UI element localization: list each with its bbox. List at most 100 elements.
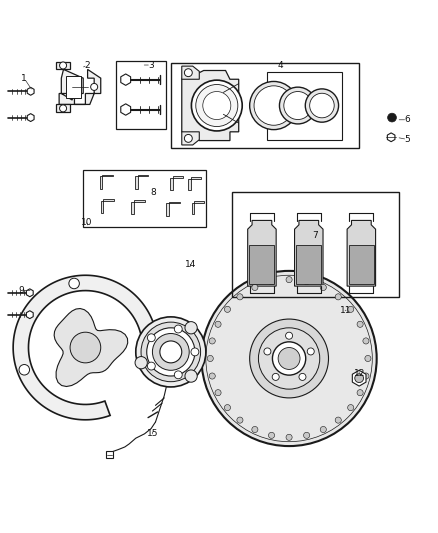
Bar	[116, 61, 166, 128]
Circle shape	[304, 432, 310, 439]
Circle shape	[304, 279, 310, 285]
Polygon shape	[106, 451, 113, 458]
Circle shape	[310, 93, 334, 118]
Circle shape	[224, 306, 230, 312]
Circle shape	[60, 105, 67, 112]
Circle shape	[237, 294, 243, 300]
Text: 4: 4	[278, 61, 283, 69]
Bar	[267, 72, 342, 140]
Circle shape	[320, 426, 326, 433]
Polygon shape	[27, 114, 34, 122]
Circle shape	[272, 342, 306, 375]
Circle shape	[209, 338, 215, 344]
Circle shape	[305, 89, 339, 122]
Bar	[83, 170, 206, 227]
Circle shape	[335, 294, 341, 300]
Circle shape	[320, 285, 326, 290]
Circle shape	[250, 319, 328, 398]
Circle shape	[348, 306, 354, 312]
Circle shape	[363, 373, 369, 379]
Circle shape	[184, 134, 192, 142]
Circle shape	[191, 80, 242, 131]
Text: 7: 7	[312, 231, 318, 240]
Circle shape	[357, 390, 363, 396]
Circle shape	[69, 278, 79, 289]
Polygon shape	[131, 200, 145, 214]
Circle shape	[91, 84, 98, 91]
Circle shape	[152, 334, 189, 370]
Circle shape	[174, 325, 182, 333]
Circle shape	[148, 334, 155, 342]
Polygon shape	[56, 104, 70, 112]
Text: 8: 8	[150, 188, 156, 197]
Text: 5: 5	[404, 135, 410, 144]
Circle shape	[278, 348, 300, 369]
Text: 15: 15	[147, 429, 158, 438]
Polygon shape	[121, 74, 131, 85]
Polygon shape	[349, 245, 374, 285]
Circle shape	[299, 374, 306, 381]
Polygon shape	[101, 199, 114, 213]
Circle shape	[203, 92, 231, 119]
Circle shape	[237, 417, 243, 423]
Text: 11: 11	[340, 306, 352, 315]
Circle shape	[284, 92, 312, 119]
Polygon shape	[182, 66, 199, 79]
Polygon shape	[192, 201, 204, 214]
Circle shape	[135, 357, 147, 369]
Polygon shape	[295, 221, 323, 286]
Bar	[232, 192, 399, 297]
Circle shape	[272, 374, 279, 381]
Polygon shape	[121, 104, 131, 115]
Polygon shape	[250, 245, 274, 285]
Polygon shape	[182, 70, 239, 141]
Circle shape	[148, 362, 155, 370]
Circle shape	[307, 348, 314, 355]
Circle shape	[268, 432, 275, 439]
Circle shape	[147, 328, 195, 376]
Circle shape	[215, 390, 221, 396]
Circle shape	[258, 328, 320, 389]
Circle shape	[60, 62, 67, 69]
Circle shape	[286, 332, 293, 339]
Text: 9: 9	[18, 286, 24, 295]
Circle shape	[185, 321, 197, 334]
Circle shape	[335, 417, 341, 423]
Circle shape	[279, 87, 316, 124]
Circle shape	[136, 317, 206, 387]
Polygon shape	[248, 221, 276, 286]
Circle shape	[185, 370, 197, 382]
Circle shape	[365, 356, 371, 361]
Text: 14: 14	[185, 260, 196, 269]
Circle shape	[191, 348, 199, 356]
Polygon shape	[182, 132, 199, 145]
Circle shape	[215, 321, 221, 327]
Polygon shape	[13, 275, 158, 420]
Bar	[171, 63, 359, 148]
Polygon shape	[66, 76, 81, 98]
Polygon shape	[59, 69, 101, 104]
Polygon shape	[347, 221, 375, 286]
Polygon shape	[296, 245, 321, 285]
Circle shape	[207, 356, 213, 361]
Polygon shape	[188, 177, 201, 190]
Polygon shape	[166, 201, 180, 215]
Circle shape	[184, 69, 192, 77]
Text: 6: 6	[404, 115, 410, 124]
Polygon shape	[26, 289, 33, 297]
Circle shape	[19, 365, 29, 375]
Circle shape	[357, 321, 363, 327]
Circle shape	[141, 322, 201, 382]
Circle shape	[254, 86, 293, 125]
Circle shape	[252, 285, 258, 290]
Circle shape	[388, 113, 396, 122]
Circle shape	[252, 426, 258, 433]
Circle shape	[174, 371, 182, 379]
Polygon shape	[54, 309, 128, 386]
Circle shape	[268, 279, 275, 285]
Circle shape	[348, 405, 354, 411]
Text: 3: 3	[148, 61, 154, 69]
Circle shape	[286, 277, 292, 282]
Polygon shape	[26, 311, 33, 319]
Circle shape	[286, 434, 292, 440]
